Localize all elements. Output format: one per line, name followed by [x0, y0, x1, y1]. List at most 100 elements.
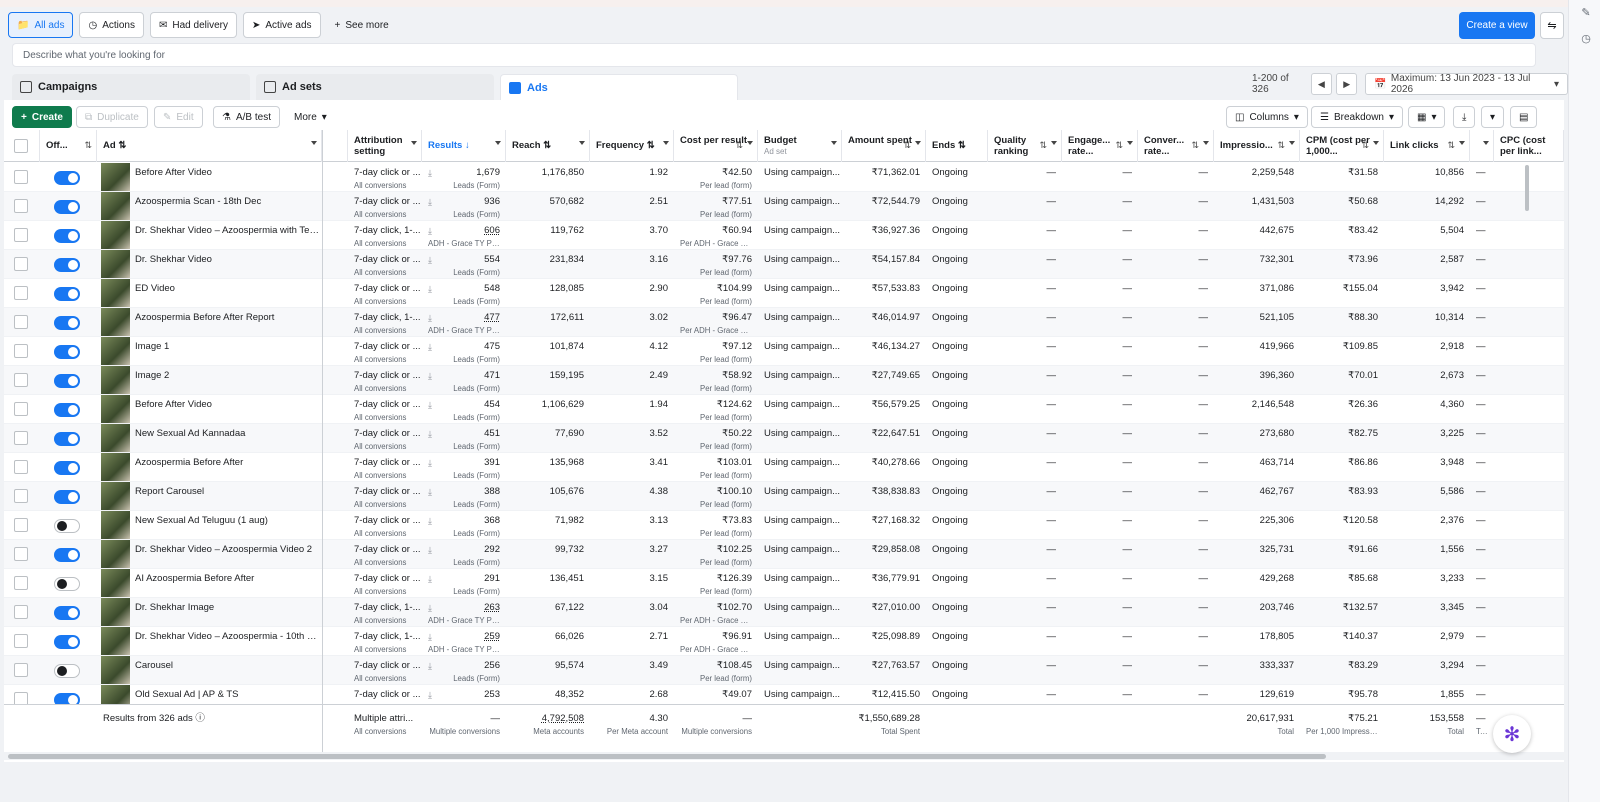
edit-button[interactable]: ✎ Edit: [154, 106, 203, 128]
horizontal-scrollbar[interactable]: [4, 752, 1564, 760]
delivery-toggle[interactable]: [54, 432, 80, 446]
table-row[interactable]: Before After Video 7-day click or ... All …: [4, 395, 1564, 424]
create-view-button[interactable]: Create a view: [1459, 12, 1535, 39]
table-row[interactable]: Dr. Shekhar Video – Azoospermia with Tes…: [4, 221, 1564, 250]
delivery-toggle[interactable]: [54, 287, 80, 301]
table-row[interactable]: Dr. Shekhar Video 7-day click or ... All c…: [4, 250, 1564, 279]
col-cost-per-result[interactable]: Cost per result ⇅: [674, 130, 758, 162]
col-impressions[interactable]: Impressio... ⇅: [1214, 130, 1300, 162]
ad-thumbnail[interactable]: [101, 279, 130, 307]
row-checkbox[interactable]: [14, 518, 28, 532]
ad-name[interactable]: ED Video: [135, 283, 175, 294]
delivery-toggle[interactable]: [54, 316, 80, 330]
ad-thumbnail[interactable]: [101, 366, 130, 394]
table-row[interactable]: New Sexual Ad Kannadaa 7-day click or ...…: [4, 424, 1564, 453]
ad-thumbnail[interactable]: [101, 656, 130, 684]
table-row[interactable]: Image 1 7-day click or ... All conversions…: [4, 337, 1564, 366]
ad-name[interactable]: Dr. Shekhar Video – Azoospermia - 10th J…: [135, 631, 320, 642]
delivery-toggle[interactable]: [54, 229, 80, 243]
row-checkbox[interactable]: [14, 286, 28, 300]
ad-name[interactable]: Azoospermia Before After: [135, 457, 244, 468]
ad-thumbnail[interactable]: [101, 540, 130, 568]
more-button[interactable]: More ▾: [286, 106, 335, 128]
view-tab-actions[interactable]: ◷ Actions: [79, 12, 144, 38]
col-offon[interactable]: Off... ⇅: [40, 130, 97, 162]
ad-thumbnail[interactable]: [101, 395, 130, 423]
ad-thumbnail[interactable]: [101, 453, 130, 481]
ad-thumbnail[interactable]: [101, 424, 130, 452]
ad-name[interactable]: Old Sexual Ad | AP & TS: [135, 689, 239, 700]
row-checkbox[interactable]: [14, 460, 28, 474]
view-tab-had-delivery[interactable]: ✉ Had delivery: [150, 12, 237, 38]
table-row[interactable]: Azoospermia Before After 7-day click or .…: [4, 453, 1564, 482]
col-collapsed-2[interactable]: [1470, 130, 1494, 162]
table-row[interactable]: ED Video 7-day click or ... All conversion…: [4, 279, 1564, 308]
select-all-checkbox[interactable]: [14, 139, 28, 153]
ai-assistant-button[interactable]: ✻: [1493, 715, 1531, 753]
ad-name[interactable]: Dr. Shekhar Video: [135, 254, 212, 265]
delivery-toggle[interactable]: [54, 345, 80, 359]
export-button[interactable]: ⤓: [1453, 106, 1476, 128]
table-row[interactable]: Azoospermia Scan - 18th Dec 7-day click o…: [4, 192, 1564, 221]
tab-campaigns[interactable]: Campaigns: [12, 74, 250, 100]
tab-ads[interactable]: Ads: [500, 74, 738, 100]
ad-thumbnail[interactable]: [101, 163, 130, 191]
ad-thumbnail[interactable]: [101, 250, 130, 278]
view-tab-all-ads[interactable]: 📁 All ads: [8, 12, 74, 38]
delivery-toggle[interactable]: [54, 171, 80, 185]
view-settings-button[interactable]: ⇋: [1540, 12, 1564, 39]
row-checkbox[interactable]: [14, 373, 28, 387]
ad-thumbnail[interactable]: [101, 337, 130, 365]
col-reach[interactable]: Reach ⇅: [506, 130, 590, 162]
col-quality-ranking[interactable]: Quality ranking ⇅: [988, 130, 1062, 162]
columns-button[interactable]: ◫ Columns ▾: [1226, 106, 1308, 128]
delivery-toggle[interactable]: [54, 200, 80, 214]
row-checkbox[interactable]: [14, 402, 28, 416]
table-row[interactable]: Dr. Shekhar Video – Azoospermia Video 2 7…: [4, 540, 1564, 569]
col-link-clicks[interactable]: Link clicks ⇅: [1384, 130, 1470, 162]
see-more-button[interactable]: + See more: [334, 19, 389, 31]
charts-button[interactable]: ▤: [1510, 106, 1538, 128]
col-collapsed[interactable]: [322, 130, 348, 162]
vertical-scrollbar[interactable]: [1525, 165, 1529, 211]
delivery-toggle[interactable]: [54, 606, 80, 620]
ad-name[interactable]: Before After Video: [135, 399, 212, 410]
prev-page-button[interactable]: ◀: [1310, 73, 1332, 95]
delivery-toggle[interactable]: [54, 258, 80, 272]
delivery-toggle[interactable]: [54, 548, 80, 562]
table-row[interactable]: Dr. Shekhar Video – Azoospermia - 10th J…: [4, 627, 1564, 656]
table-row[interactable]: New Sexual Ad Teluguu (1 aug) 7-day click…: [4, 511, 1564, 540]
delivery-toggle[interactable]: [54, 461, 80, 475]
row-checkbox[interactable]: [14, 547, 28, 561]
delivery-toggle[interactable]: [54, 403, 80, 417]
col-budget[interactable]: Budget Ad set: [758, 130, 842, 162]
tab-ad-sets[interactable]: Ad sets: [256, 74, 494, 100]
delivery-toggle[interactable]: [54, 635, 80, 649]
ad-thumbnail[interactable]: [101, 598, 130, 626]
row-checkbox[interactable]: [14, 489, 28, 503]
breakdown-button[interactable]: ☰ Breakdown ▾: [1311, 106, 1404, 128]
col-conversion-rate[interactable]: Conver... rate... ⇅: [1138, 130, 1214, 162]
row-checkbox[interactable]: [14, 576, 28, 590]
ad-name[interactable]: New Sexual Ad Teluguu (1 aug): [135, 515, 268, 526]
clock-icon[interactable]: ◷: [1581, 33, 1591, 45]
pencil-icon[interactable]: ✎: [1581, 7, 1591, 19]
row-checkbox[interactable]: [14, 634, 28, 648]
row-checkbox[interactable]: [14, 663, 28, 677]
ab-test-button[interactable]: ⚗ A/B test: [213, 106, 280, 128]
ad-name[interactable]: Dr. Shekhar Image: [135, 602, 215, 613]
col-engagement-rate[interactable]: Engage... rate... ⇅: [1062, 130, 1138, 162]
row-checkbox[interactable]: [14, 257, 28, 271]
delivery-toggle[interactable]: [54, 374, 80, 388]
ad-thumbnail[interactable]: [101, 569, 130, 597]
duplicate-button[interactable]: ⧉ Duplicate: [76, 106, 148, 128]
row-checkbox[interactable]: [14, 199, 28, 213]
ad-name[interactable]: Dr. Shekhar Video – Azoospermia Video 2: [135, 544, 313, 555]
table-row[interactable]: Dr. Shekhar Image 7-day click, 1-... All c…: [4, 598, 1564, 627]
col-amount-spent[interactable]: Amount spent ⇅: [842, 130, 926, 162]
view-tab-active-ads[interactable]: ➤ Active ads: [242, 12, 321, 38]
delivery-toggle[interactable]: [54, 664, 80, 678]
row-checkbox[interactable]: [14, 344, 28, 358]
table-row[interactable]: Azoospermia Before After Report 7-day cli…: [4, 308, 1564, 337]
row-checkbox[interactable]: [14, 228, 28, 242]
